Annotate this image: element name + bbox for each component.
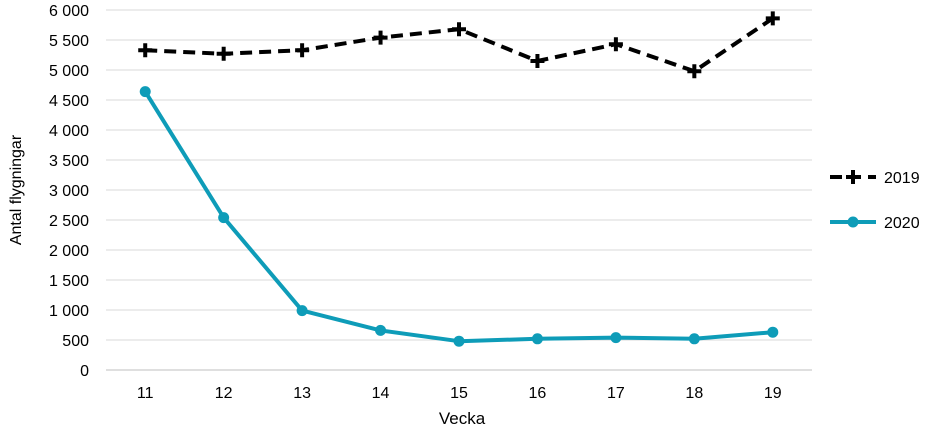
y-tick-label: 4 500: [49, 93, 89, 110]
data-point-2019: [765, 11, 780, 26]
data-point-2019: [608, 37, 623, 52]
data-point-2019: [216, 46, 231, 61]
data-point-2019: [530, 54, 545, 68]
y-axis-tick-labels: 0 500 1 000 1 500 2 000 2 500 3 000 3 500 4 000 4…: [49, 3, 89, 380]
data-point-2020: [688, 333, 700, 345]
y-tick-label: 5 500: [49, 33, 89, 50]
data-point-2020: [296, 305, 308, 317]
x-tick-label: 17: [607, 385, 625, 402]
y-tick-label: 3 500: [49, 153, 89, 170]
x-tick-label: 14: [372, 385, 390, 402]
data-point-2020: [218, 212, 230, 224]
x-tick-label: 19: [764, 385, 782, 402]
y-tick-label: 1 000: [49, 303, 89, 320]
gridlines: [106, 9, 812, 341]
data-point-2019: [138, 43, 153, 58]
y-tick-label: 1 500: [49, 273, 89, 290]
y-tick-label: 4 000: [49, 123, 89, 140]
x-tick-label: 11: [137, 385, 154, 402]
data-point-2019: [295, 43, 310, 58]
data-point-2020: [767, 326, 779, 338]
x-tick-label: 18: [685, 385, 703, 402]
legend-item-2020: 2020: [830, 215, 920, 232]
legend-item-2019: 2019: [830, 170, 920, 187]
x-tick-label: 13: [293, 385, 311, 402]
data-point-2020: [139, 86, 151, 98]
data-point-2019: [687, 64, 702, 79]
series-2019: [138, 11, 780, 79]
y-tick-label: 6 000: [49, 3, 89, 20]
legend: 2019 2020: [830, 170, 920, 232]
x-axis-title: Vecka: [439, 409, 486, 428]
y-tick-label: 500: [62, 333, 89, 350]
y-tick-label: 5 000: [49, 63, 89, 80]
data-point-2020: [375, 324, 387, 336]
y-tick-label: 2 000: [49, 243, 89, 260]
y-tick-label: 0: [80, 363, 89, 380]
series-layer: [138, 11, 780, 347]
data-point-2019: [373, 30, 388, 45]
legend-marker: [846, 170, 860, 184]
y-tick-label: 2 500: [49, 213, 89, 230]
data-point-2020: [531, 333, 543, 345]
x-axis-tick-labels: 11 12 13 14 15 16 17 18 19: [137, 385, 782, 402]
series-2020: [139, 86, 779, 347]
legend-label: 2019: [884, 170, 920, 187]
legend-label: 2020: [884, 215, 920, 232]
x-tick-label: 16: [529, 385, 547, 402]
data-point-2020: [610, 332, 622, 344]
data-point-2020: [453, 335, 465, 347]
y-tick-label: 3 000: [49, 183, 89, 200]
legend-marker: [847, 216, 859, 228]
x-tick-label: 15: [450, 385, 468, 402]
data-point-2019: [452, 22, 466, 37]
x-tick-label: 12: [215, 385, 233, 402]
y-axis-title: Antal flygningar: [8, 134, 25, 245]
series-line-2020: [143, 90, 773, 344]
